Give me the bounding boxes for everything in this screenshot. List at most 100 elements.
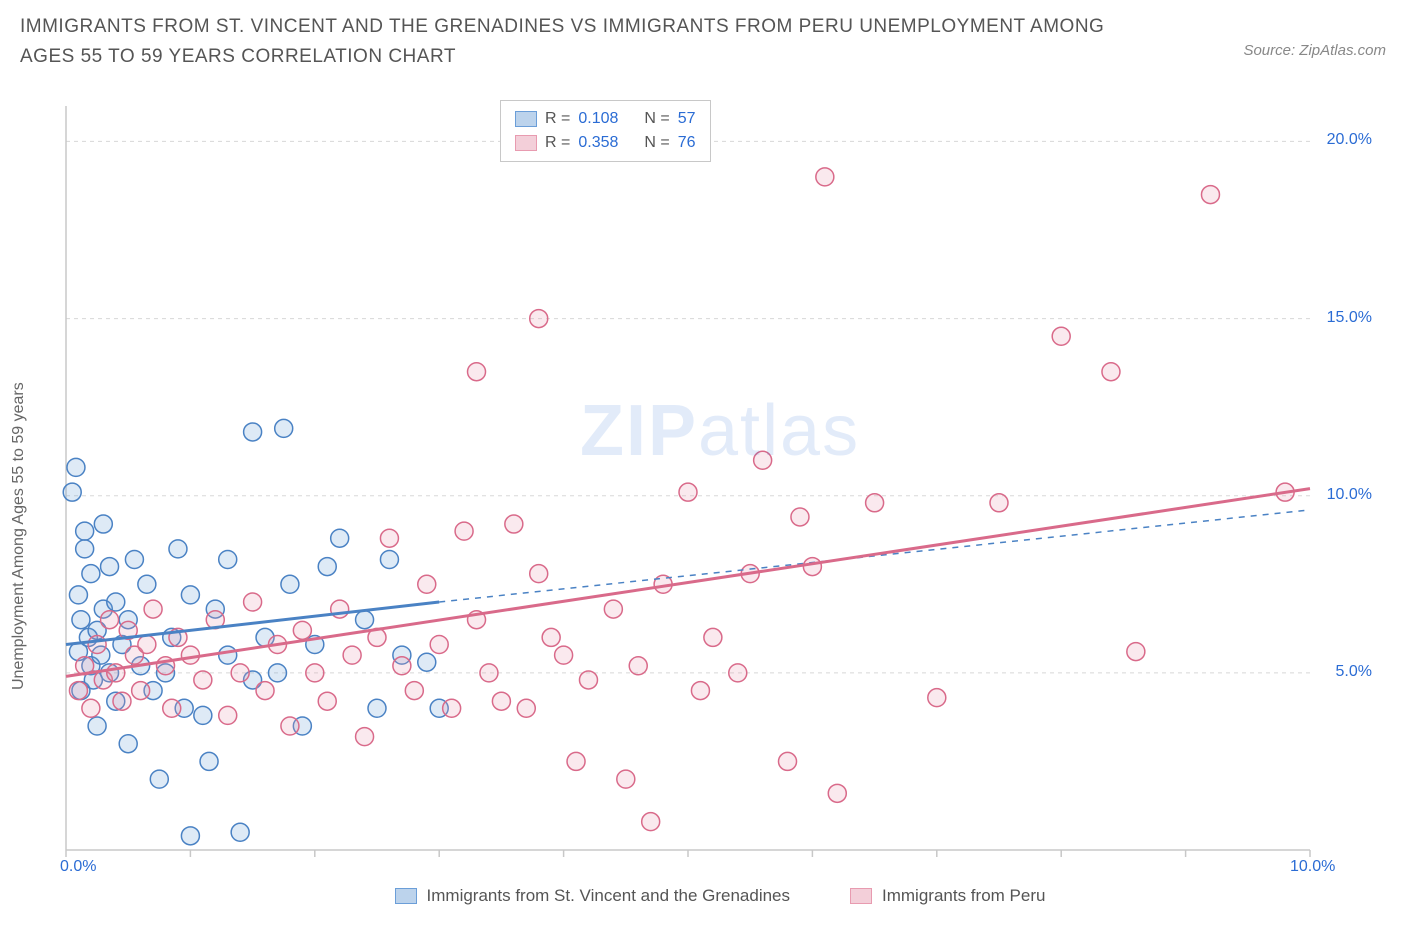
- data-point: [791, 508, 809, 526]
- data-point: [505, 515, 523, 533]
- data-point: [268, 664, 286, 682]
- data-point: [779, 752, 797, 770]
- data-point: [629, 657, 647, 675]
- data-point: [368, 699, 386, 717]
- data-point: [455, 522, 473, 540]
- r-label: R =: [545, 131, 570, 155]
- data-point: [76, 540, 94, 558]
- data-point: [144, 600, 162, 618]
- data-point: [181, 646, 199, 664]
- data-point: [181, 586, 199, 604]
- data-point: [194, 671, 212, 689]
- data-point: [405, 682, 423, 700]
- data-point: [579, 671, 597, 689]
- data-point: [306, 664, 324, 682]
- data-point: [530, 310, 548, 328]
- data-point: [356, 728, 374, 746]
- data-point: [343, 646, 361, 664]
- data-point: [163, 699, 181, 717]
- data-point: [69, 586, 87, 604]
- data-point: [729, 664, 747, 682]
- data-point: [1127, 643, 1145, 661]
- data-point: [244, 423, 262, 441]
- data-point: [82, 565, 100, 583]
- data-point: [492, 692, 510, 710]
- data-point: [293, 621, 311, 639]
- data-point: [928, 689, 946, 707]
- data-point: [530, 565, 548, 583]
- data-point: [604, 600, 622, 618]
- n-label: N =: [644, 131, 669, 155]
- data-point: [691, 682, 709, 700]
- legend-label: Immigrants from St. Vincent and the Gren…: [427, 886, 790, 906]
- data-point: [617, 770, 635, 788]
- data-point: [231, 664, 249, 682]
- data-point: [418, 575, 436, 593]
- data-point: [138, 575, 156, 593]
- data-point: [107, 593, 125, 611]
- data-point: [219, 706, 237, 724]
- y-tick-label: 15.0%: [1327, 309, 1372, 327]
- data-point: [119, 735, 137, 753]
- legend-item: Immigrants from Peru: [850, 886, 1045, 906]
- legend-swatch: [515, 111, 537, 127]
- data-point: [82, 699, 100, 717]
- data-point: [555, 646, 573, 664]
- data-point: [567, 752, 585, 770]
- stats-legend: R =0.108N =57R =0.358N =76: [500, 100, 711, 162]
- data-point: [1102, 363, 1120, 381]
- data-point: [125, 550, 143, 568]
- data-point: [393, 657, 411, 675]
- legend-swatch: [850, 888, 872, 904]
- data-point: [69, 682, 87, 700]
- data-point: [67, 458, 85, 476]
- data-point: [803, 558, 821, 576]
- data-point: [200, 752, 218, 770]
- data-point: [318, 558, 336, 576]
- data-point: [219, 550, 237, 568]
- data-point: [169, 540, 187, 558]
- data-point: [101, 611, 119, 629]
- series-legend: Immigrants from St. Vincent and the Gren…: [60, 886, 1380, 906]
- data-point: [679, 483, 697, 501]
- legend-label: Immigrants from Peru: [882, 886, 1045, 906]
- data-point: [816, 168, 834, 186]
- data-point: [132, 682, 150, 700]
- stat-legend-row: R = 0.358 N = 76: [515, 131, 696, 155]
- data-point: [72, 611, 90, 629]
- data-point: [704, 628, 722, 646]
- n-value: 57: [678, 107, 696, 131]
- data-point: [194, 706, 212, 724]
- data-point: [275, 419, 293, 437]
- data-point: [244, 593, 262, 611]
- data-point: [281, 575, 299, 593]
- x-tick-label: 10.0%: [1290, 858, 1335, 876]
- scatter-plot: [60, 100, 1380, 870]
- data-point: [101, 558, 119, 576]
- data-point: [1201, 186, 1219, 204]
- data-point: [150, 770, 168, 788]
- data-point: [231, 823, 249, 841]
- chart-title: IMMIGRANTS FROM ST. VINCENT AND THE GREN…: [20, 12, 1120, 73]
- y-tick-label: 20.0%: [1327, 131, 1372, 149]
- data-point: [754, 451, 772, 469]
- legend-swatch: [515, 135, 537, 151]
- y-tick-label: 10.0%: [1327, 486, 1372, 504]
- data-point: [138, 636, 156, 654]
- r-value: 0.358: [578, 131, 618, 155]
- n-value: 76: [678, 131, 696, 155]
- data-point: [76, 522, 94, 540]
- data-point: [94, 515, 112, 533]
- data-point: [480, 664, 498, 682]
- source-attribution: Source: ZipAtlas.com: [1243, 42, 1386, 59]
- legend-item: Immigrants from St. Vincent and the Gren…: [395, 886, 790, 906]
- data-point: [380, 529, 398, 547]
- y-tick-label: 5.0%: [1336, 663, 1372, 681]
- data-point: [281, 717, 299, 735]
- data-point: [63, 483, 81, 501]
- data-point: [380, 550, 398, 568]
- data-point: [468, 363, 486, 381]
- data-point: [113, 692, 131, 710]
- chart-area: R =0.108N =57R =0.358N =76 ZIPatlas Immi…: [60, 100, 1380, 870]
- x-tick-label: 0.0%: [60, 858, 96, 876]
